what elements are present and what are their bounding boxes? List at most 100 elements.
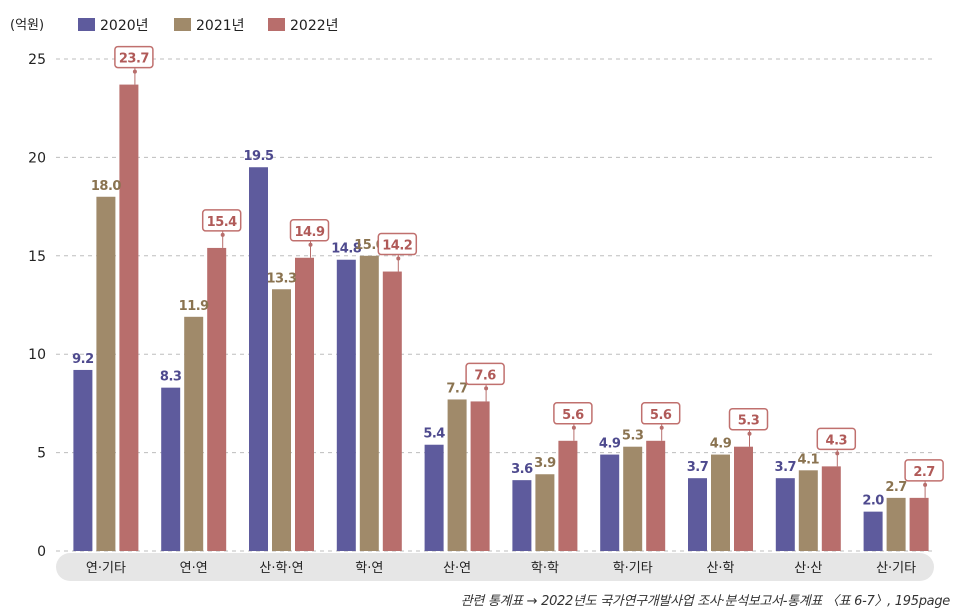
leader-dot <box>308 242 313 247</box>
label-box <box>289 219 330 242</box>
bar <box>161 387 181 551</box>
legend: (억원) 2020년 2021년 2022년 <box>10 18 339 34</box>
bar <box>447 399 467 551</box>
category-label: 연·연 <box>180 561 208 576</box>
bar <box>359 255 379 552</box>
bar <box>646 440 666 551</box>
data-label: 15.0 <box>354 238 385 253</box>
label-box <box>904 459 944 482</box>
bar <box>424 444 444 551</box>
bar <box>184 316 204 551</box>
bar-chart: 0 5 10 15 20 25 연·기타 연·연 산·학·연 학·연 산·연 학·학 학·기타 산·학 산… <box>10 18 944 581</box>
label-box <box>114 45 154 69</box>
bar <box>886 497 906 551</box>
y-tick-label: 25 <box>28 52 46 68</box>
data-label: 4.3 <box>826 433 848 448</box>
bar <box>734 446 753 551</box>
y-tick-label: 20 <box>28 150 46 166</box>
category-label: 학·연 <box>355 561 383 576</box>
legend-label: 2021년 <box>196 18 245 34</box>
bar <box>909 497 929 551</box>
category-label: 산·기타 <box>876 561 916 576</box>
bar <box>119 84 139 552</box>
label-box <box>816 427 857 451</box>
data-label: 23.7 <box>119 52 150 67</box>
source-note: 관련 통계표 → 2022년도 국가연구개발사업 조사·분석보고서-통계표 〈표… <box>460 594 951 609</box>
category-label: 산·연 <box>443 561 471 576</box>
data-label: 5.4 <box>423 427 445 442</box>
label-box <box>553 402 593 425</box>
data-label: 2.7 <box>913 465 935 480</box>
category-label: 산·학·연 <box>259 561 303 576</box>
bar <box>272 289 291 551</box>
y-tick-label: 15 <box>28 249 46 265</box>
leader-dot <box>923 482 928 487</box>
bar <box>535 474 555 551</box>
bar <box>775 478 795 551</box>
bar <box>821 466 841 551</box>
bar <box>295 257 314 551</box>
bar <box>382 271 402 551</box>
category-labels: 연·기타 연·연 산·학·연 학·연 산·연 학·학 학·기타 산·학 산·산 산·기타 <box>86 561 916 576</box>
category-label: 산·산 <box>794 561 822 576</box>
data-label: 9.2 <box>72 352 94 367</box>
bar <box>207 247 227 552</box>
leader-dot <box>220 232 225 237</box>
leader-dot <box>132 69 137 74</box>
category-band <box>56 553 934 581</box>
bar <box>249 167 268 552</box>
leader-dot <box>659 425 664 430</box>
data-labels: 9.2 18.0 23.7 8.3 11.9 15.4 19.5 13.3 14.9 14.815… <box>72 45 944 509</box>
bar <box>96 196 116 551</box>
data-label: 19.5 <box>243 149 274 164</box>
data-label: 14.9 <box>294 225 325 240</box>
data-label: 4.9 <box>710 437 732 452</box>
legend-swatch <box>174 18 191 31</box>
leader-dot <box>396 256 401 261</box>
bar <box>470 401 490 551</box>
category-label: 학·학 <box>531 561 559 576</box>
bar <box>711 454 730 551</box>
bar <box>73 369 93 551</box>
bars <box>73 84 929 552</box>
y-tick-label: 0 <box>37 544 46 560</box>
legend-swatch <box>78 18 95 31</box>
label-box <box>201 209 242 232</box>
legend-label: 2022년 <box>290 18 339 34</box>
bar <box>688 478 707 551</box>
data-label: 3.9 <box>534 456 556 471</box>
data-label: 3.6 <box>511 462 533 477</box>
data-label: 5.6 <box>650 408 672 423</box>
bar <box>336 259 356 551</box>
category-label: 연·기타 <box>86 561 126 576</box>
leader-dot <box>747 431 752 436</box>
data-label: 2.7 <box>885 480 907 495</box>
label-box <box>640 402 681 425</box>
data-label: 5.3 <box>738 414 760 429</box>
data-label: 7.7 <box>446 381 468 396</box>
data-label: 3.7 <box>775 460 797 475</box>
data-label: 14.2 <box>382 239 412 254</box>
legend-label: 2020년 <box>100 18 149 34</box>
bar <box>623 446 643 551</box>
data-label: 4.9 <box>599 437 621 452</box>
bar <box>558 440 578 551</box>
data-label: 2.0 <box>862 494 884 509</box>
category-label: 학·기타 <box>613 561 653 576</box>
data-label: 8.3 <box>160 370 182 385</box>
bar <box>512 480 532 551</box>
y-tick-label: 5 <box>37 446 46 462</box>
bar <box>863 511 883 551</box>
category-label: 산·학 <box>706 561 734 576</box>
y-axis-ticks: 0 5 10 15 20 25 <box>28 52 46 560</box>
data-label: 11.9 <box>179 299 210 314</box>
data-label: 5.3 <box>622 429 644 444</box>
data-label: 13.3 <box>266 271 297 286</box>
bar <box>798 470 818 551</box>
label-box <box>465 362 505 386</box>
label-box <box>377 232 418 256</box>
label-box <box>728 407 769 431</box>
leader-dot <box>835 451 840 456</box>
data-label: 18.0 <box>91 179 122 194</box>
data-label: 15.4 <box>207 215 238 230</box>
